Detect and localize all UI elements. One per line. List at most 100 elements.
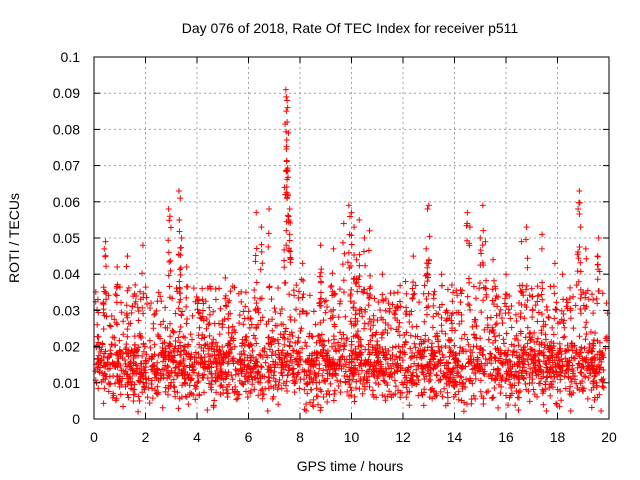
data-point-marker <box>455 388 462 395</box>
data-point-marker <box>123 349 130 356</box>
data-point-marker <box>274 336 281 343</box>
data-point-marker <box>598 408 605 415</box>
data-point-marker <box>175 334 182 341</box>
data-point-marker <box>317 404 324 411</box>
data-point-marker <box>146 399 153 406</box>
data-point-marker <box>348 347 355 354</box>
data-point-marker <box>457 299 464 306</box>
data-point-marker <box>216 347 223 354</box>
data-point-marker <box>496 381 503 388</box>
data-point-marker <box>170 376 177 383</box>
data-point-marker <box>484 322 491 329</box>
data-point-marker <box>397 303 404 310</box>
data-point-marker <box>527 345 534 352</box>
data-point-marker <box>490 339 497 346</box>
data-point-marker <box>415 392 422 399</box>
data-point-marker <box>440 354 447 361</box>
data-point-marker <box>258 241 265 248</box>
data-point-marker <box>258 224 265 231</box>
data-point-marker <box>297 357 304 364</box>
data-point-marker <box>171 345 178 352</box>
data-point-marker <box>594 300 601 307</box>
data-point-marker <box>198 344 205 351</box>
data-point-marker <box>512 402 519 409</box>
data-point-marker <box>154 383 161 390</box>
data-point-marker <box>590 384 597 391</box>
data-point-marker <box>356 283 363 290</box>
data-point-marker <box>100 326 107 333</box>
data-point-marker <box>430 387 437 394</box>
data-point-marker <box>176 284 183 291</box>
data-point-marker <box>342 313 349 320</box>
data-point-marker <box>233 367 240 374</box>
data-point-marker <box>242 289 249 296</box>
data-point-marker <box>127 320 134 327</box>
data-point-marker <box>147 304 154 311</box>
data-point-marker <box>318 279 325 286</box>
data-point-marker <box>114 352 121 359</box>
data-point-marker <box>204 407 211 414</box>
data-point-marker <box>222 302 229 309</box>
data-point-marker <box>143 380 150 387</box>
data-point-marker <box>416 350 423 357</box>
data-point-marker <box>590 336 597 343</box>
data-point-marker <box>165 237 172 244</box>
data-point-marker <box>365 320 372 327</box>
data-point-marker <box>444 400 451 407</box>
data-point-marker <box>227 288 234 295</box>
data-point-marker <box>195 359 202 366</box>
data-point-marker <box>424 278 431 285</box>
data-point-marker <box>288 352 295 359</box>
data-point-marker <box>481 326 488 333</box>
data-point-marker <box>372 380 379 387</box>
data-point-marker <box>153 365 160 372</box>
data-point-marker <box>588 359 595 366</box>
data-point-marker <box>582 336 589 343</box>
data-point-marker <box>193 383 200 390</box>
data-point-marker <box>356 262 363 269</box>
data-point-marker <box>364 377 371 384</box>
data-point-marker <box>481 371 488 378</box>
data-point-marker <box>501 300 508 307</box>
data-point-marker <box>253 324 260 331</box>
data-point-marker <box>283 242 290 249</box>
data-point-marker <box>492 375 499 382</box>
data-point-marker <box>390 391 397 398</box>
data-point-marker <box>185 350 192 357</box>
data-point-marker <box>245 308 252 315</box>
data-point-marker <box>442 343 449 350</box>
data-point-marker <box>511 348 518 355</box>
data-point-marker <box>145 375 152 382</box>
data-point-marker <box>95 352 102 359</box>
data-point-marker <box>201 371 208 378</box>
data-point-marker <box>560 296 567 303</box>
data-point-marker <box>366 227 373 234</box>
data-point-marker <box>157 293 164 300</box>
data-point-marker <box>524 255 531 262</box>
data-point-marker <box>387 355 394 362</box>
data-point-marker <box>438 282 445 289</box>
data-point-marker <box>222 295 229 302</box>
data-point-marker <box>219 369 226 376</box>
data-point-marker <box>573 380 580 387</box>
data-point-marker <box>120 403 127 410</box>
data-point-marker <box>582 358 589 365</box>
data-point-marker <box>350 322 357 329</box>
data-point-marker <box>502 295 509 302</box>
data-point-marker <box>490 366 497 373</box>
data-point-marker <box>137 288 144 295</box>
data-point-marker <box>382 307 389 314</box>
data-point-marker <box>281 257 288 264</box>
data-point-marker <box>344 259 351 266</box>
data-point-marker <box>168 379 175 386</box>
data-point-marker <box>295 288 302 295</box>
data-point-marker <box>358 367 365 374</box>
data-point-marker <box>348 209 355 216</box>
data-point-marker <box>479 202 486 209</box>
data-point-marker <box>238 298 245 305</box>
data-point-marker <box>586 344 593 351</box>
data-point-marker <box>217 383 224 390</box>
data-point-marker <box>165 342 172 349</box>
data-point-marker <box>525 388 532 395</box>
data-point-marker <box>206 311 213 318</box>
